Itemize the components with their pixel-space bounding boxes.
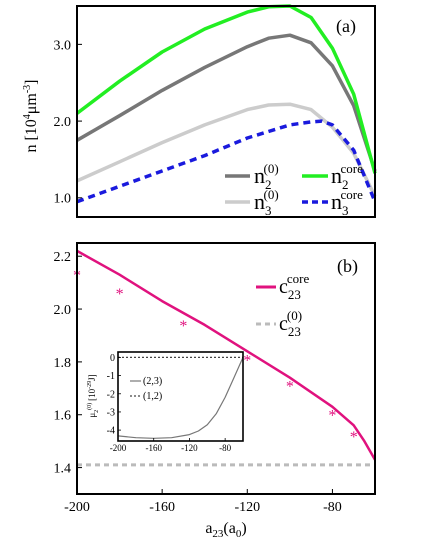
inset-ylabel: μ2(0)[10-29J]	[86, 374, 100, 417]
panel-b-ytick-label: 2.2	[54, 250, 72, 265]
panel-a-series	[75, 4, 377, 204]
panel-a-ytick-label: 1.0	[54, 192, 72, 207]
panel-a-legend: n2(0) n2core n3(0) n3core	[225, 161, 363, 218]
panel-b-marker: *	[243, 352, 251, 369]
inset-xticks: -200 -160 -120 -80	[110, 438, 232, 453]
legend-label-n2-0: n2(0)	[254, 161, 279, 192]
panel-b-marker: *	[179, 318, 187, 335]
inset-series-line	[117, 357, 244, 439]
panel-b-marker: *	[350, 429, 358, 446]
panel-a-label: (a)	[336, 16, 356, 37]
panel-a: 1.0 2.0 3.0 (a) n[104μm-3] n2(0) n2core n3…	[22, 4, 377, 218]
legend-label-c23-0: c23(0)	[279, 308, 302, 339]
panel-b-xtick-label: -120	[234, 500, 260, 515]
panel-b-series-line	[76, 249, 377, 461]
panel-b-label: (b)	[337, 256, 358, 277]
panel-b-ytick-label: 1.4	[54, 461, 72, 476]
panel-a-series-line	[76, 119, 377, 204]
inset-frame	[117, 351, 244, 442]
inset-ytick-label: -1	[107, 371, 115, 382]
panel-b-ytick-label: 1.6	[54, 409, 72, 424]
legend-label-c23-core: c23core	[279, 271, 309, 302]
panel-b-yticks: 1.4 1.6 1.8 2.0 2.2	[54, 250, 82, 476]
inset-ytick-label: 0	[110, 353, 115, 364]
panel-a-ytick-label: 3.0	[54, 38, 72, 53]
inset-yticks: 0 -1 -2 -3 -4	[107, 353, 121, 437]
inset-xtick-label: -80	[219, 443, 231, 453]
panel-a-ylabel: n[104μm-3]	[22, 79, 40, 152]
inset: 0-1-2-3-4 -200 -160 -120 -80 μ2(0)[10-29J] …	[86, 351, 244, 453]
panel-b-xticks: -200 -160 -120 -80	[64, 489, 342, 515]
panel-b-ytick-label: 1.8	[54, 356, 72, 371]
panel-a-frame	[76, 5, 376, 218]
inset-ytick-label: -3	[107, 407, 115, 418]
panel-b-xtick-label: -80	[323, 500, 342, 515]
legend-label-n3-0: n3(0)	[254, 187, 279, 218]
inset-xtick-label: -160	[145, 443, 162, 453]
inset-ytick-label: -4	[107, 426, 115, 437]
panel-b-series	[76, 249, 377, 467]
panel-b-marker: *	[328, 408, 336, 425]
legend-label-n2-core: n2core	[331, 161, 363, 192]
panel-b-xlabel: a23(a0)	[205, 520, 246, 540]
panel-b-legend: c23core c23(0)	[256, 271, 309, 339]
inset-background	[118, 352, 243, 441]
inset-ytick-label: -2	[107, 389, 115, 400]
inset-series	[117, 356, 244, 439]
inset-xtick-label: -200	[110, 443, 127, 453]
panel-b-xtick-label: -200	[64, 500, 90, 515]
panel-b-xtick-label: -160	[149, 500, 175, 515]
panel-a-yticks: 1.0 2.0 3.0	[54, 38, 82, 207]
panel-b-ytick-label: 2.0	[54, 303, 72, 318]
inset-legend-label-2-3: (2,3)	[143, 376, 162, 387]
panel-b-marker: *	[286, 379, 294, 396]
panel-a-ytick-label: 2.0	[54, 115, 72, 130]
panel-a-series-line	[76, 33, 377, 172]
inset-legend: (2,3) (1,2)	[130, 376, 162, 402]
panel-b-frame	[76, 242, 376, 495]
inset-legend-label-1-2: (1,2)	[143, 391, 162, 402]
legend-label-n3-core: n3core	[331, 187, 363, 218]
inset-xtick-label: -120	[181, 443, 198, 453]
panel-b-marker: *	[116, 286, 124, 303]
panel-b: ******* 1.41.61.82.02.2 -200 -160 -120 -80 …	[54, 242, 377, 540]
